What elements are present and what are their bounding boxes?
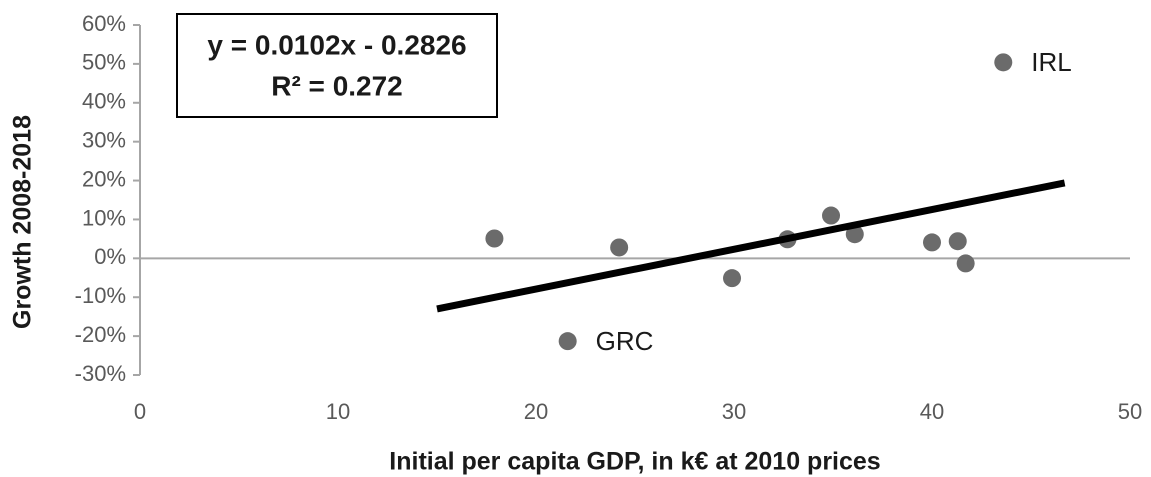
- y-tick-label: 0%: [94, 244, 126, 269]
- y-tick-label: 60%: [82, 11, 126, 36]
- x-tick-label: 0: [134, 399, 146, 424]
- x-tick-label: 40: [920, 399, 944, 424]
- point: [994, 53, 1013, 72]
- r-squared: R² = 0.272: [271, 70, 403, 101]
- y-axis-label: Growth 2008-2018: [9, 115, 37, 329]
- y-tick-label: 10%: [82, 205, 126, 230]
- point: [723, 269, 742, 288]
- y-tick-label: -20%: [75, 322, 126, 347]
- point: [948, 232, 967, 251]
- point: [610, 238, 629, 257]
- point: [822, 206, 841, 225]
- x-tick-label: 50: [1118, 399, 1142, 424]
- x-tick-label: 30: [722, 399, 746, 424]
- x-axis-label: Initial per capita GDP, in k€ at 2010 pr…: [389, 448, 880, 476]
- y-tick-label: 50%: [82, 50, 126, 75]
- y-tick-label: 20%: [82, 166, 126, 191]
- y-tick-label: -30%: [75, 361, 126, 386]
- y-tick-label: 40%: [82, 89, 126, 114]
- point-label: GRC: [596, 326, 654, 356]
- point: [956, 254, 975, 273]
- point-label: IRL: [1031, 47, 1071, 77]
- point: [558, 332, 577, 351]
- x-tick-label: 10: [326, 399, 350, 424]
- point: [923, 233, 941, 252]
- point: [485, 229, 504, 248]
- y-tick-label: -10%: [75, 283, 126, 308]
- y-tick-label: 30%: [82, 127, 126, 152]
- trend-line: [436, 179, 1066, 313]
- equation-box: [176, 13, 498, 118]
- equation: y = 0.0102x - 0.2826: [207, 29, 466, 60]
- x-tick-label: 20: [524, 399, 548, 424]
- point: [845, 225, 864, 244]
